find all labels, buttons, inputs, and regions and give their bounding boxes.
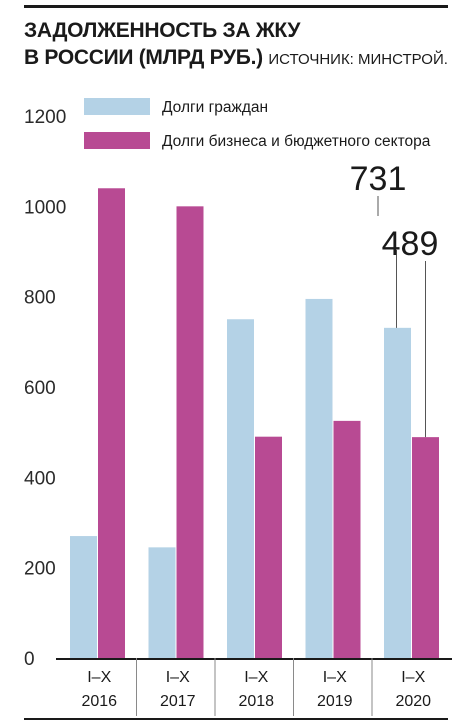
x-tick-label-year: 2017 <box>160 693 196 710</box>
bar-citizens-2016 <box>70 536 97 658</box>
legend-swatch-citizens <box>84 98 150 115</box>
x-tick-label-year: 2019 <box>317 693 353 710</box>
y-tick-label: 1000 <box>24 197 66 218</box>
callout-value-citizens: 731 <box>350 160 407 198</box>
y-tick-label: 0 <box>24 649 35 670</box>
title-line-2: В РОССИИ (МЛРД РУБ.) ИСТОЧНИК: МИНСТРОЙ. <box>24 44 464 73</box>
legend-label-citizens: Долги граждан <box>162 99 268 116</box>
x-tick-label-year: 2020 <box>395 693 431 710</box>
x-tick-label-period: I–X <box>166 669 190 686</box>
x-tick-label-year: 2018 <box>238 693 274 710</box>
bar-citizens-2020 <box>384 327 411 658</box>
x-tick-label-period: I–X <box>401 669 425 686</box>
x-axis-baseline <box>56 658 452 660</box>
callout-value-business: 489 <box>382 225 439 263</box>
top-rule <box>24 5 448 8</box>
legend-swatch-business <box>84 132 150 149</box>
x-tick-label-year: 2016 <box>81 693 117 710</box>
y-tick-label: 400 <box>24 468 56 489</box>
bar-business-2018 <box>255 436 282 658</box>
bar-business-2016 <box>98 188 125 658</box>
y-tick-label: 1200 <box>24 107 66 128</box>
chart-title: ЗАДОЛЖЕННОСТЬ ЗА ЖКУ В РОССИИ (МЛРД РУБ.… <box>24 17 464 73</box>
bar-business-2019 <box>333 420 361 658</box>
y-tick-label: 600 <box>24 378 56 399</box>
bar-business-2017 <box>176 206 204 659</box>
bar-business-2020 <box>412 437 439 658</box>
source-note: ИСТОЧНИК: МИНСТРОЙ. <box>268 51 448 68</box>
y-tick-label: 200 <box>24 559 56 580</box>
bar-citizens-2018 <box>227 319 254 658</box>
x-tick-label-period: I–X <box>87 669 111 686</box>
y-tick-label: 800 <box>24 288 56 309</box>
bar-citizens-2019 <box>305 298 333 658</box>
bottom-rule <box>24 718 448 720</box>
bar-citizens-2017 <box>148 547 176 658</box>
x-tick-label-period: I–X <box>244 669 268 686</box>
title-line-2-text: В РОССИИ (МЛРД РУБ.) <box>24 46 263 69</box>
title-line-1: ЗАДОЛЖЕННОСТЬ ЗА ЖКУ <box>24 19 301 42</box>
legend-label-business: Долги бизнеса и бюджетного сектора <box>162 133 431 150</box>
x-tick-label-period: I–X <box>323 669 347 686</box>
